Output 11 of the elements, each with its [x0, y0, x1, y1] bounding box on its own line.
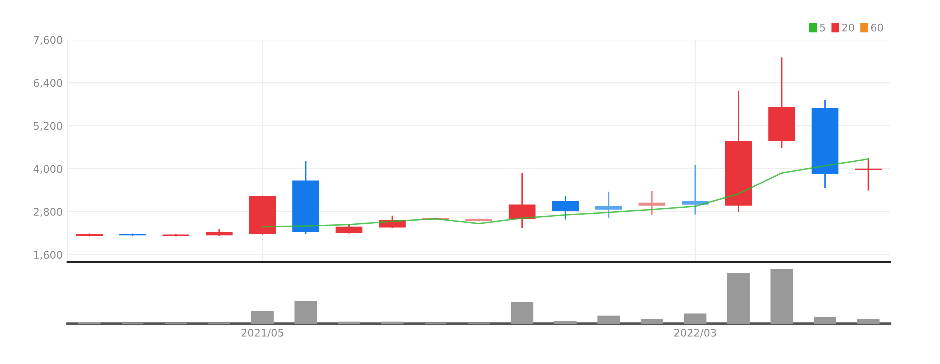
y-tick-label: 7,600 [34, 36, 62, 46]
x-tick-label: 2022/03 [674, 329, 716, 338]
y-tick-label: 4,000 [34, 165, 62, 174]
y-tick-label: 6,400 [34, 79, 62, 88]
legend-label: 20 [842, 24, 854, 32]
y-tick-label: 1,600 [34, 251, 62, 260]
y-tick-label: 2,800 [34, 208, 62, 218]
legend-label: 5 [820, 24, 826, 32]
legend-label: 60 [871, 24, 884, 32]
y-tick-label: 5,200 [34, 122, 62, 132]
x-tick-label: 2021/05 [242, 329, 284, 338]
